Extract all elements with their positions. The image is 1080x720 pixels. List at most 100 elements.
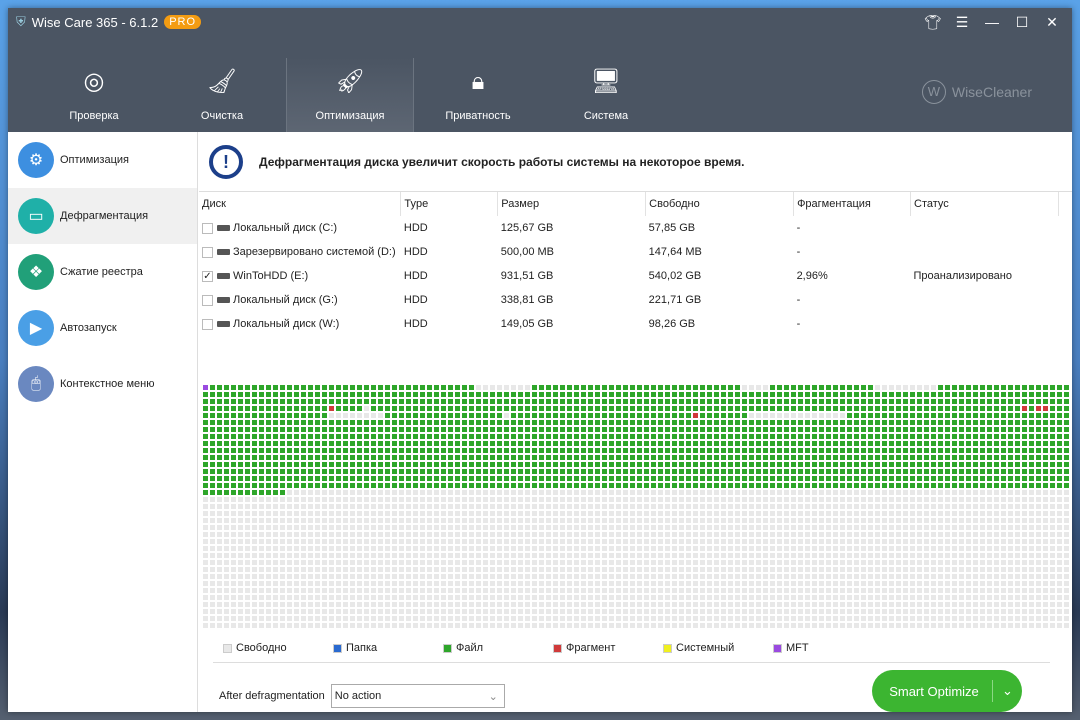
sidebar-item-2[interactable]: ❖ Сжатие реестра: [8, 244, 197, 300]
cluster-block: [391, 587, 398, 594]
column-header[interactable]: Фрагментация: [793, 192, 912, 216]
after-defrag-select[interactable]: No action ⌄: [330, 684, 505, 708]
cluster-block: [461, 580, 468, 587]
cluster-block: [825, 608, 832, 615]
nav-tab-0[interactable]: ◎ Проверка: [30, 58, 158, 132]
cluster-block: [762, 391, 769, 398]
cluster-block: [272, 594, 279, 601]
nav-tab-2[interactable]: 🚀︎ Оптимизация: [286, 58, 414, 132]
cluster-block: [363, 503, 370, 510]
disk-checkbox[interactable]: ✓: [202, 270, 213, 282]
cluster-block: [909, 608, 916, 615]
cluster-block: [748, 517, 755, 524]
cluster-block: [615, 426, 622, 433]
cluster-block: [356, 510, 363, 517]
nav-tab-1[interactable]: 🧹︎ Очистка: [158, 58, 286, 132]
cluster-block: [391, 433, 398, 440]
cluster-block: [265, 419, 272, 426]
cluster-block: [503, 440, 510, 447]
cluster-block: [587, 601, 594, 608]
cluster-block: [1035, 391, 1042, 398]
table-row[interactable]: ✓ WinToHDD (E:) HDD 931,51 GB 540,02 GB 2…: [199, 264, 1059, 288]
cluster-block: [1035, 601, 1042, 608]
cluster-block: [545, 524, 552, 531]
cluster-block: [1014, 552, 1021, 559]
cluster-block: [671, 524, 678, 531]
cluster-block: [230, 412, 237, 419]
cluster-block: [426, 398, 433, 405]
cluster-block: [629, 615, 636, 622]
column-header[interactable]: Диск: [199, 192, 402, 216]
cluster-block: [671, 468, 678, 475]
cluster-block: [1063, 587, 1070, 594]
column-header[interactable]: Статус: [910, 192, 1059, 216]
table-row[interactable]: Локальный диск (W:) HDD 149,05 GB 98,26 …: [199, 312, 1059, 336]
cluster-block: [643, 580, 650, 587]
disk-checkbox[interactable]: [202, 294, 213, 306]
cluster-block: [300, 447, 307, 454]
cluster-block: [391, 580, 398, 587]
nav-tab-3[interactable]: 🔒︎ Приватность: [414, 58, 542, 132]
column-header[interactable]: Type: [400, 192, 499, 216]
column-header[interactable]: Свободно: [645, 192, 795, 216]
cluster-block: [230, 510, 237, 517]
cluster-block: [1000, 552, 1007, 559]
cluster-block: [566, 587, 573, 594]
cluster-block: [643, 524, 650, 531]
cluster-block: [923, 608, 930, 615]
cluster-block: [1049, 489, 1056, 496]
table-row[interactable]: Локальный диск (C:) HDD 125,67 GB 57,85 …: [199, 216, 1059, 240]
cluster-block: [650, 510, 657, 517]
cluster-block: [447, 524, 454, 531]
cluster-block: [384, 531, 391, 538]
sidebar-item-0[interactable]: ⚙ Оптимизация: [8, 132, 197, 188]
sidebar-item-1[interactable]: ▭ Дефрагментация: [8, 188, 197, 244]
menu-icon[interactable]: ☰: [955, 14, 969, 30]
cluster-block: [1014, 601, 1021, 608]
disk-checkbox[interactable]: [202, 246, 213, 258]
smart-optimize-button[interactable]: Smart Optimize ⌄: [872, 670, 1022, 712]
column-header[interactable]: Размер: [497, 192, 647, 216]
cluster-block: [811, 454, 818, 461]
cluster-block: [328, 524, 335, 531]
cluster-block: [979, 615, 986, 622]
minimize-icon[interactable]: —: [985, 14, 999, 30]
maximize-icon[interactable]: ☐: [1015, 14, 1029, 30]
nav-tab-4[interactable]: 🖥︎ Система: [542, 58, 670, 132]
disk-size: 500,00 MB: [500, 246, 554, 258]
cluster-block: [972, 468, 979, 475]
cluster-block: [706, 587, 713, 594]
cluster-block: [573, 433, 580, 440]
cluster-block: [888, 594, 895, 601]
sidebar-item-3[interactable]: ▶ Автозапуск: [8, 300, 197, 356]
sidebar-item-4[interactable]: 🖱︎ Контекстное меню: [8, 356, 197, 412]
cluster-block: [629, 573, 636, 580]
cluster-block: [1063, 559, 1070, 566]
disk-checkbox[interactable]: [202, 318, 213, 330]
cluster-block: [454, 622, 461, 629]
table-row[interactable]: Локальный диск (G:) HDD 338,81 GB 221,71…: [199, 288, 1059, 312]
cluster-block: [223, 405, 230, 412]
disk-type: HDD: [403, 294, 428, 306]
cluster-block: [888, 412, 895, 419]
cluster-block: [776, 405, 783, 412]
cluster-block: [272, 517, 279, 524]
cluster-block: [1035, 412, 1042, 419]
disk-checkbox[interactable]: [202, 222, 213, 234]
cluster-block: [244, 552, 251, 559]
cluster-block: [223, 391, 230, 398]
close-icon[interactable]: ✕: [1046, 14, 1058, 30]
cluster-block: [1014, 510, 1021, 517]
cluster-block: [951, 517, 958, 524]
table-row[interactable]: Зарезервировано системой (D:) HDD 500,00…: [199, 240, 1059, 264]
cluster-block: [860, 566, 867, 573]
cluster-block: [510, 559, 517, 566]
cluster-block: [531, 496, 538, 503]
cluster-block: [503, 426, 510, 433]
cluster-block: [545, 552, 552, 559]
skin-icon[interactable]: 👕︎: [924, 14, 942, 30]
smart-optimize-dropdown[interactable]: ⌄: [992, 680, 1022, 702]
cluster-block: [405, 412, 412, 419]
cluster-block: [755, 447, 762, 454]
cluster-block: [1007, 384, 1014, 391]
